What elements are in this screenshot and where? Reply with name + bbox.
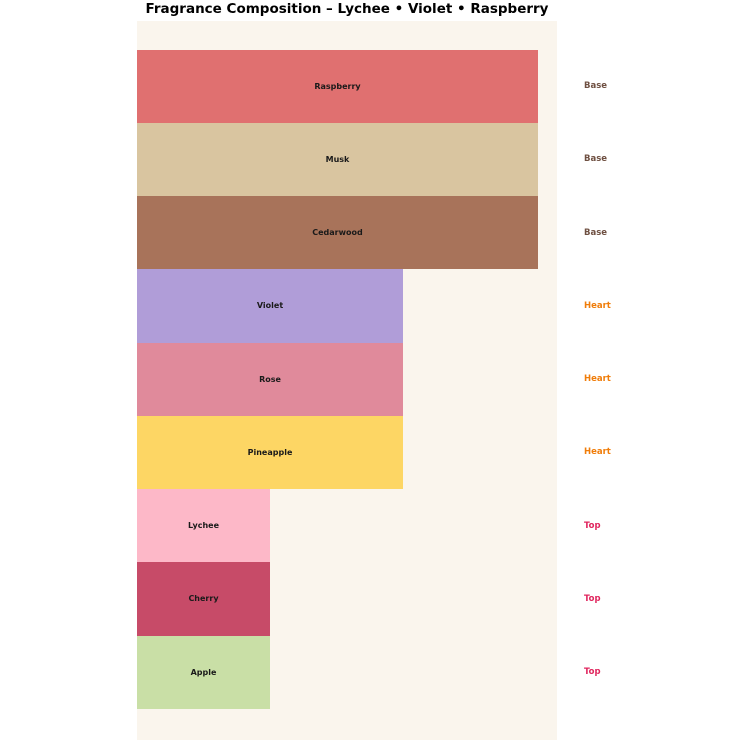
note-label: Apple	[190, 667, 217, 677]
note-bar: Violet	[137, 269, 403, 343]
bar-row: Pineapple Heart	[137, 415, 697, 489]
note-bar: Apple	[137, 635, 270, 709]
note-bar: Pineapple	[137, 415, 403, 489]
note-label: Lychee	[187, 521, 220, 531]
tier-label: Base	[584, 154, 608, 165]
tier-label: Heart	[584, 447, 611, 458]
bar-row: Lychee Top	[137, 489, 697, 563]
chart-title: Fragrance Composition – Lychee • Violet …	[145, 1, 549, 17]
tier-label: Top	[584, 593, 601, 604]
note-label: Cherry	[188, 594, 219, 604]
note-label: Pineapple	[247, 447, 293, 457]
tier-label: Top	[584, 667, 601, 678]
bar-row: Violet Heart	[137, 269, 697, 343]
note-label: Cedarwood	[312, 228, 363, 238]
note-bar: Cedarwood	[137, 196, 538, 270]
note-bar: Lychee	[137, 489, 270, 563]
bar-row: Cedarwood Base	[137, 196, 697, 270]
bars-container: Raspberry Base Musk Base Cedarwood Base …	[137, 49, 697, 709]
tier-label: Heart	[584, 374, 611, 385]
note-label: Raspberry	[314, 81, 361, 91]
note-label: Musk	[325, 154, 350, 164]
tier-label: Base	[584, 81, 608, 92]
note-bar: Rose	[137, 342, 403, 416]
bar-row: Apple Top	[137, 635, 697, 709]
bar-row: Cherry Top	[137, 562, 697, 636]
tier-label: Base	[584, 227, 608, 238]
note-bar: Cherry	[137, 562, 270, 636]
bar-row: Raspberry Base	[137, 49, 697, 123]
bar-row: Musk Base	[137, 122, 697, 196]
note-label: Violet	[256, 301, 284, 311]
note-bar: Musk	[137, 122, 538, 196]
tier-label: Top	[584, 520, 601, 531]
note-bar: Raspberry	[137, 49, 538, 123]
tier-label: Heart	[584, 300, 611, 311]
bar-row: Rose Heart	[137, 342, 697, 416]
note-label: Rose	[259, 374, 281, 384]
